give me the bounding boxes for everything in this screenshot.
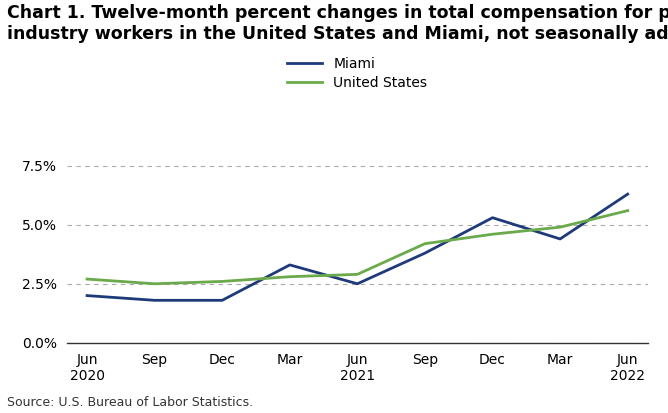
Miami xyxy=(624,192,632,197)
Legend: Miami, United States: Miami, United States xyxy=(287,57,428,90)
United States xyxy=(151,281,159,286)
United States xyxy=(353,272,361,277)
Miami xyxy=(488,215,496,220)
Miami xyxy=(151,298,159,303)
Miami xyxy=(421,251,429,256)
Line: Miami: Miami xyxy=(87,194,628,300)
United States xyxy=(488,232,496,237)
Miami xyxy=(286,262,294,267)
Text: Source: U.S. Bureau of Labor Statistics.: Source: U.S. Bureau of Labor Statistics. xyxy=(7,396,253,409)
Miami xyxy=(218,298,226,303)
Line: United States: United States xyxy=(87,211,628,284)
United States xyxy=(624,208,632,213)
United States xyxy=(218,279,226,284)
United States xyxy=(286,274,294,279)
Miami xyxy=(83,293,91,298)
United States xyxy=(556,225,564,230)
United States xyxy=(421,241,429,246)
Text: Chart 1. Twelve-month percent changes in total compensation for private
industry: Chart 1. Twelve-month percent changes in… xyxy=(7,4,668,43)
United States xyxy=(83,277,91,282)
Miami xyxy=(556,237,564,242)
Miami xyxy=(353,281,361,286)
